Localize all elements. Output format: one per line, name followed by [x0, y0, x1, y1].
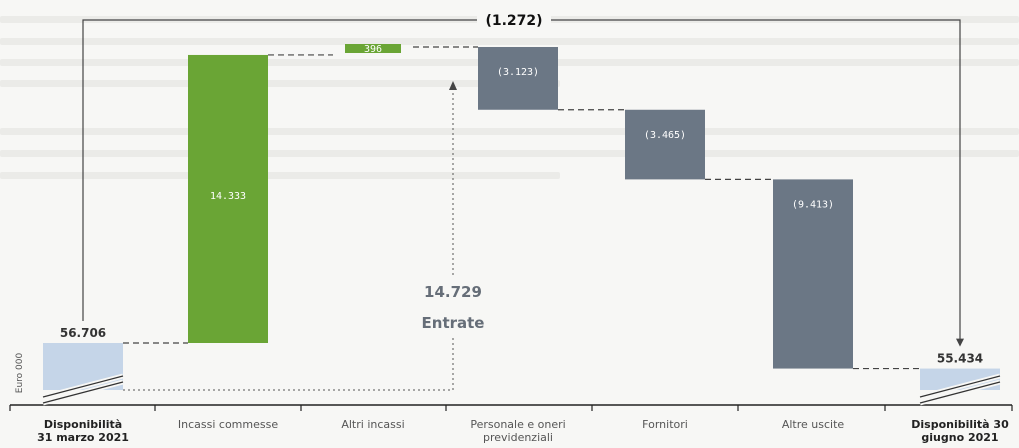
axis-break-slash: [919, 375, 1001, 398]
entrate-arrowhead: [449, 81, 457, 90]
entrate-arrow: [123, 88, 454, 391]
x-tick-label-2: Altri incassi: [341, 418, 404, 431]
value-label-0: 56.706: [60, 326, 106, 340]
axis-break-slash: [919, 381, 1001, 404]
entrate-value: 14.729: [424, 283, 482, 301]
value-label-4: (3.465): [644, 130, 686, 141]
value-label-6: 55.434: [937, 352, 983, 366]
value-label-5: (9.413): [792, 199, 834, 210]
value-label-3: (3.123): [497, 67, 539, 78]
bar-5: [773, 179, 853, 369]
x-tick-label-5: Altre uscite: [782, 418, 845, 431]
bar-6: [920, 368, 1000, 390]
value-label-1: 14.333: [210, 191, 246, 202]
x-tick-label-6: Disponibilità 30: [911, 418, 1009, 431]
x-tick-label-0: 31 marzo 2021: [37, 431, 129, 444]
x-tick-label-0: Disponibilità: [44, 418, 122, 431]
x-tick-label-1: Incassi commesse: [178, 418, 278, 431]
x-tick-label-4: Fornitori: [642, 418, 688, 431]
x-tick-label-3: Personale e oneri: [470, 418, 565, 431]
y-unit-label: Euro 000: [15, 353, 25, 394]
net-change-arrowhead: [956, 338, 964, 347]
bg-line: [0, 38, 1019, 45]
bars-group: [43, 44, 1000, 390]
value-labels: 56.706 14.333 396 (3.123) (3.465) (9.413) 55.4…: [60, 44, 983, 366]
bar-0: [43, 343, 123, 390]
net-change-label-bg: [477, 10, 551, 30]
bar-4: [625, 109, 705, 180]
entrate-label-bg: [405, 278, 503, 336]
entrate-label: Entrate: [422, 314, 485, 332]
bg-line: [0, 172, 560, 179]
axis-break-slash: [42, 381, 124, 404]
x-tick-label-6: giugno 2021: [921, 431, 998, 444]
bar-3: [478, 47, 558, 110]
axis-break-slash: [42, 375, 124, 398]
connector-lines: [123, 46, 920, 370]
bg-line: [0, 80, 560, 87]
net-change-label: (1.272): [485, 13, 542, 29]
bar-2: [345, 44, 401, 53]
bar-1: [188, 54, 268, 343]
value-label-2: 396: [364, 44, 382, 55]
x-tick-label-3: previdenziali: [483, 431, 553, 444]
annotations: Euro 000 (1.272) 14.729 Entrate: [15, 10, 1001, 406]
